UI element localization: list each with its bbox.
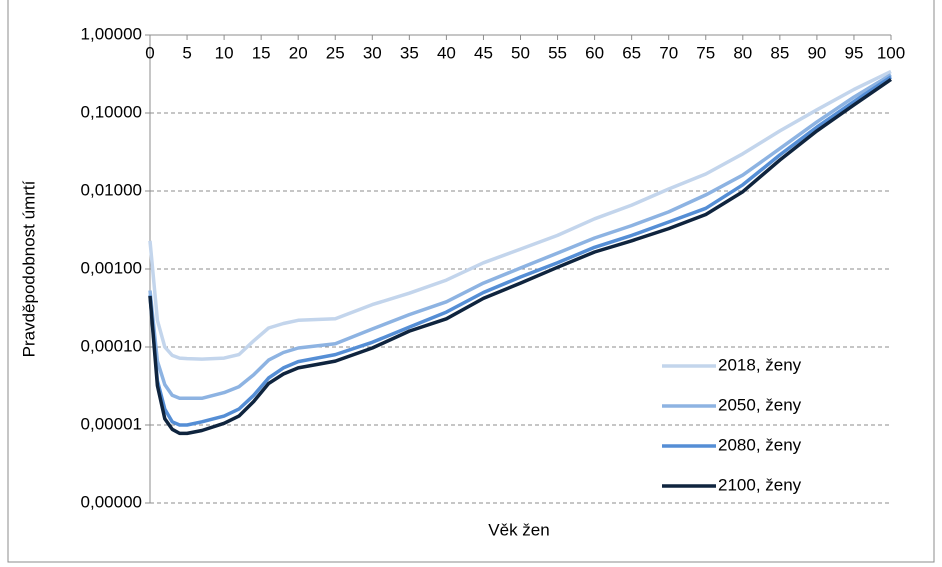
x-tick-label: 20 [289,43,308,62]
x-axis-label: Věk žen [488,520,549,539]
x-tick-label: 90 [807,43,826,62]
x-tick-label: 65 [622,43,641,62]
line [148,77,892,436]
x-tick-label: 70 [659,43,678,62]
y-tick-label: 0,10000 [81,102,142,121]
x-tick-label: 100 [877,43,905,62]
x-tick-label: 50 [511,43,530,62]
y-tick-label: 0,01000 [81,180,142,199]
x-tick-label: 0 [145,43,154,62]
legend-label: 2100, ženy [718,475,802,494]
x-tick-label: 80 [733,43,752,62]
legend-label: 2080, ženy [718,435,802,454]
y-tick-label: 0,00000 [81,492,142,511]
x-tick-label: 40 [437,43,456,62]
x-tick-label: 60 [585,43,604,62]
x-tick-label: 15 [252,43,271,62]
x-tick-label: 95 [844,43,863,62]
y-tick-label: 0,00001 [81,414,142,433]
y-axis-label: Pravděpodobnost úmrtí [19,180,38,357]
x-tick-label: 25 [326,43,345,62]
line [148,75,892,427]
x-tick-label: 55 [548,43,567,62]
x-tick-label: 85 [770,43,789,62]
y-tick-label: 0,00100 [81,258,142,277]
line [148,73,892,401]
chart-border [7,0,935,563]
x-tick-label: 35 [400,43,419,62]
x-tick-label: 10 [215,43,234,62]
y-tick-label: 0,00010 [81,336,142,355]
x-tick-label: 5 [182,43,191,62]
x-tick-label: 75 [696,43,715,62]
line [148,69,892,361]
x-tick-label: 30 [363,43,382,62]
y-tick-label: 1,00000 [81,24,142,43]
legend-label: 2050, ženy [718,395,802,414]
legend-label: 2018, ženy [718,355,802,374]
x-tick-label: 45 [474,43,493,62]
